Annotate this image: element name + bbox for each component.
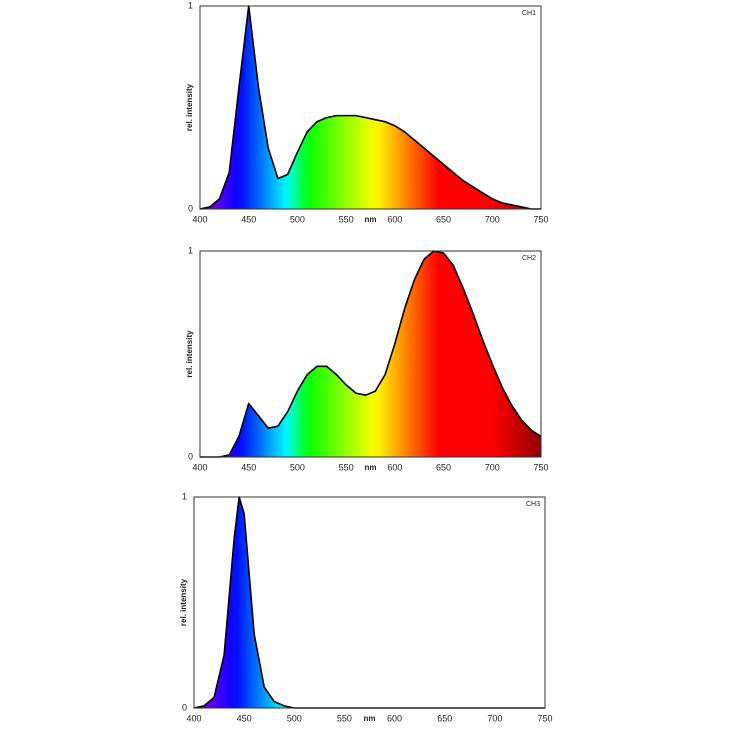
y-tick-label: 1 [188,0,193,10]
x-tick-label: 500 [287,713,302,723]
x-axis-label: nm [365,463,377,472]
x-tick-label: 500 [290,462,305,472]
x-tick-label: 550 [339,462,354,472]
y-tick-label: 0 [182,702,187,712]
area-fill [194,497,545,708]
x-tick-label: 700 [485,214,500,224]
area-fill [200,251,541,457]
x-tick-label: 550 [337,713,352,723]
x-tick-label: 450 [241,214,256,224]
x-tick-label: 550 [339,214,354,224]
x-axis-label: nm [365,215,377,224]
x-tick-label: 500 [290,214,305,224]
y-tick-label: 1 [182,491,187,501]
x-tick-label: 650 [436,214,451,224]
spectrum-line [199,5,541,210]
x-tick-label: 750 [537,713,552,723]
x-axis-label: nm [364,714,376,723]
y-axis-label: rel. intensity [185,83,194,131]
x-tick-label: 600 [387,214,402,224]
x-tick-label: 650 [436,462,451,472]
x-tick-label: 650 [437,713,452,723]
x-tick-label: 600 [387,462,402,472]
x-tick-label: 400 [186,713,201,723]
x-tick-label: 600 [387,713,402,723]
y-tick-label: 0 [188,203,193,213]
area-fill [200,6,541,209]
chart-title: CH1 [522,10,536,17]
y-tick-label: 0 [188,451,193,461]
plot-frame [199,5,542,210]
x-tick-label: 700 [485,462,500,472]
plot-frame [193,496,546,709]
x-tick-label: 400 [192,462,207,472]
chart-title: CH2 [522,255,536,262]
y-axis-label: rel. intensity [185,330,194,378]
y-axis-label: rel. intensity [179,578,188,626]
spectrum-line [200,250,542,458]
x-tick-label: 750 [533,214,548,224]
chart-title: CH3 [526,501,540,508]
x-tick-label: 750 [533,462,548,472]
x-tick-label: 700 [487,713,502,723]
y-tick-label: 1 [188,245,193,255]
x-tick-label: 400 [192,214,207,224]
plot-frame [199,250,542,458]
x-tick-label: 450 [237,713,252,723]
x-tick-label: 450 [241,462,256,472]
